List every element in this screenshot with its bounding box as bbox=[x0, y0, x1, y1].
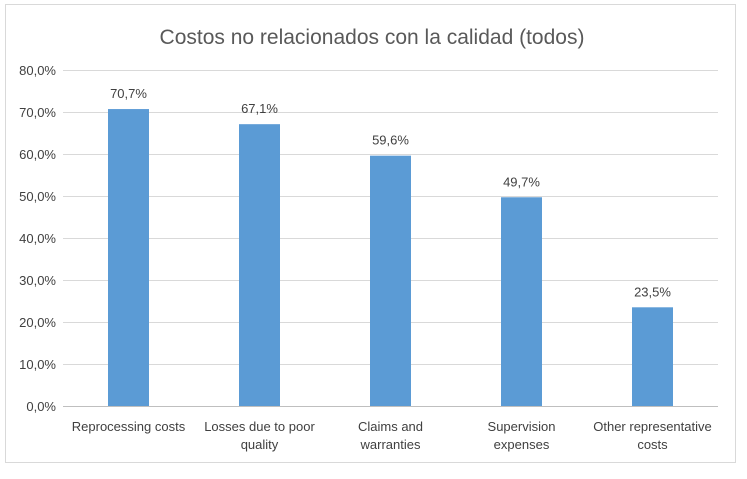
category-label: Other representative costs bbox=[593, 419, 712, 452]
y-tick-label: 70,0% bbox=[19, 105, 56, 120]
bar bbox=[239, 124, 280, 407]
bar bbox=[370, 155, 411, 406]
y-tick-label: 50,0% bbox=[19, 189, 56, 204]
data-label: 70,7% bbox=[110, 86, 147, 101]
bar bbox=[501, 197, 542, 406]
category-label: Supervision expenses bbox=[488, 419, 556, 452]
category-labels: Reprocessing costs Losses due to poor qual… bbox=[72, 419, 712, 452]
bar bbox=[632, 307, 673, 406]
bars bbox=[108, 109, 673, 407]
y-tick-label: 0,0% bbox=[26, 399, 56, 414]
data-label: 49,7% bbox=[503, 174, 540, 189]
chart-title: Costos no relacionados con la calidad (t… bbox=[160, 26, 585, 49]
category-label: Reprocessing costs bbox=[72, 419, 186, 434]
data-labels: 70,7% 67,1% 59,6% 49,7% 23,5% bbox=[110, 86, 671, 299]
data-label: 59,6% bbox=[372, 133, 409, 148]
y-axis-ticks: 0,0% 10,0% 20,0% 30,0% 40,0% 50,0% 60,0% 70,0% 8… bbox=[19, 63, 56, 414]
y-tick-label: 20,0% bbox=[19, 315, 56, 330]
y-tick-label: 80,0% bbox=[19, 63, 56, 78]
y-tick-label: 10,0% bbox=[19, 357, 56, 372]
category-label: Losses due to poor quality bbox=[204, 419, 315, 452]
bar bbox=[108, 109, 149, 406]
data-label: 67,1% bbox=[241, 101, 278, 116]
data-label: 23,5% bbox=[634, 284, 671, 299]
y-tick-label: 60,0% bbox=[19, 147, 56, 162]
y-tick-label: 30,0% bbox=[19, 273, 56, 288]
y-tick-label: 40,0% bbox=[19, 231, 56, 246]
category-label: Claims and warranties bbox=[358, 419, 423, 452]
